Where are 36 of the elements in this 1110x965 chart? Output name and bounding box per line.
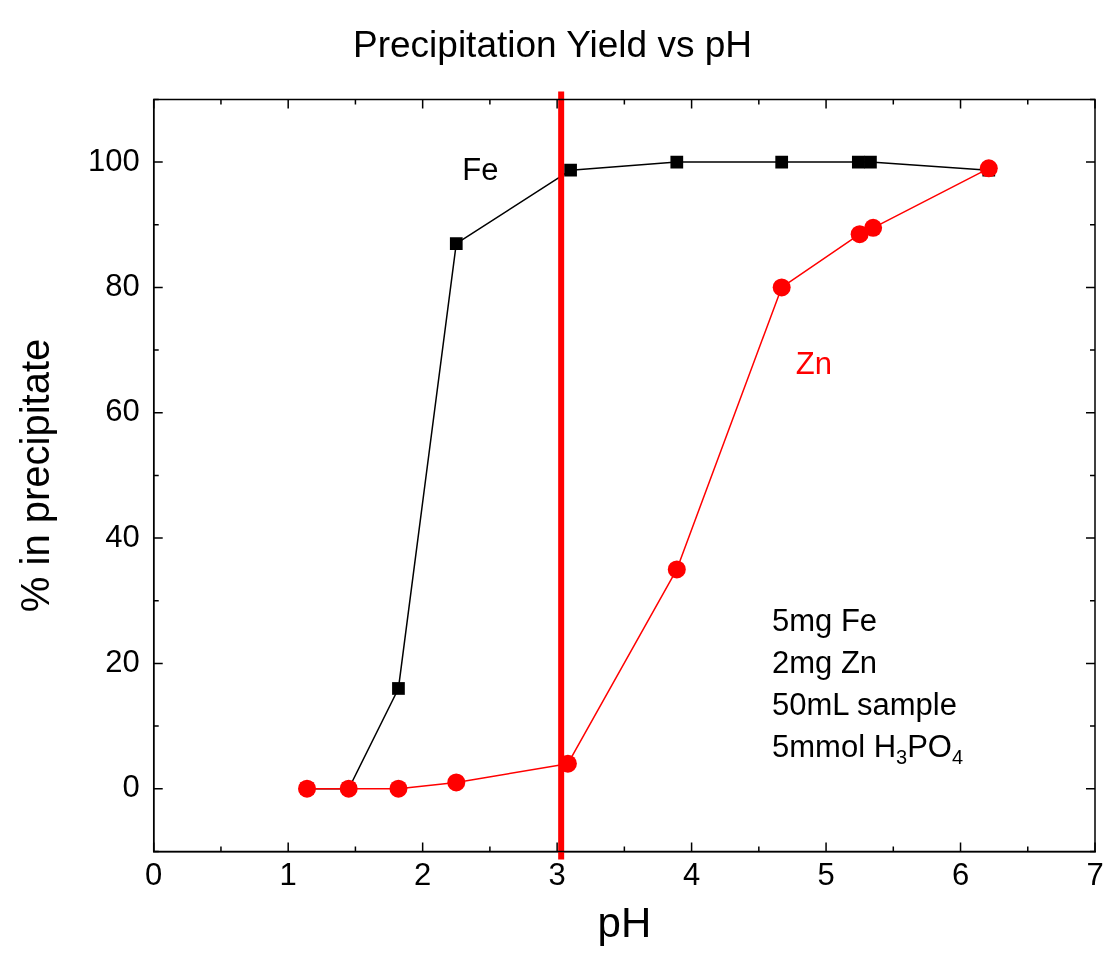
annotation: 5mmol H$_{3}$PO$_{4}$ <box>772 728 964 771</box>
x-tick-label: 3 <box>548 856 566 892</box>
point <box>667 560 686 579</box>
point <box>564 163 577 177</box>
y-tick-label: 80 <box>105 267 140 303</box>
x-tick-label: 4 <box>682 856 701 892</box>
y-tick-label: 60 <box>105 393 140 429</box>
chart-title: Precipitation Yield vs pH <box>353 24 752 66</box>
annotation: 5mg Fe <box>772 602 879 640</box>
series-label: Zn <box>795 345 832 381</box>
x-tick-label: 6 <box>951 856 970 892</box>
x-tick-label: 2 <box>414 856 432 892</box>
point <box>772 278 791 297</box>
point <box>864 155 877 169</box>
series-label: Fe <box>462 152 499 188</box>
x-tick-label: 7 <box>1086 856 1104 892</box>
point <box>850 225 869 244</box>
point <box>392 682 405 695</box>
point <box>864 218 883 237</box>
annotation: 50mL sample <box>772 686 958 724</box>
point <box>775 155 789 169</box>
y-tick-label: 100 <box>87 142 140 178</box>
point <box>979 159 998 178</box>
x-tick-label: 5 <box>817 856 835 892</box>
point <box>449 237 463 250</box>
point <box>447 773 466 792</box>
annotation: 2mg Zn <box>772 644 879 682</box>
point <box>670 155 684 169</box>
y-tick-label: 0 <box>122 769 140 805</box>
x-axis-title: pH <box>597 899 652 947</box>
point <box>389 779 408 798</box>
y-axis-title: % in precipitate <box>13 338 58 613</box>
x-tick-label: 1 <box>279 856 297 892</box>
y-tick-label: 20 <box>105 643 140 679</box>
x-tick-label: 0 <box>145 856 163 892</box>
y-tick-label: 40 <box>105 518 140 554</box>
